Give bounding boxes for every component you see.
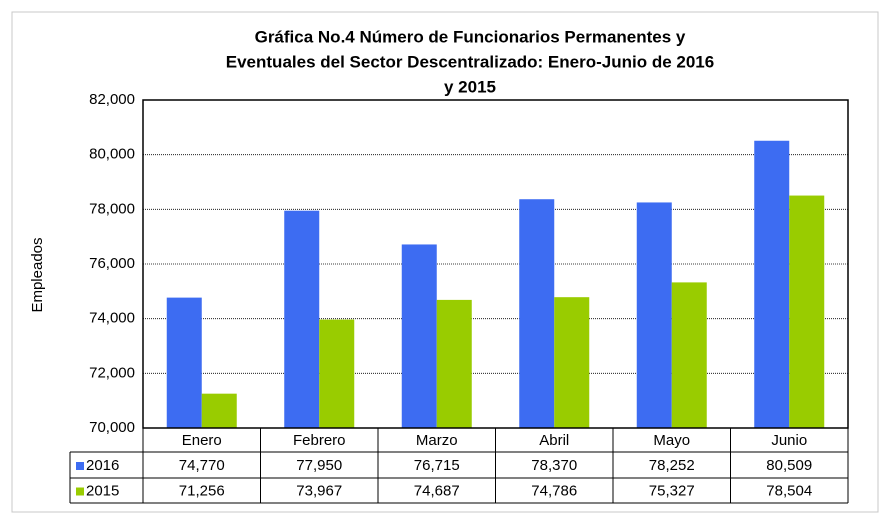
data-label: 76,715 bbox=[414, 457, 460, 474]
bar bbox=[789, 195, 825, 428]
data-label: 78,504 bbox=[766, 482, 812, 499]
x-tick-label: Febrero bbox=[293, 432, 346, 449]
data-label: 78,252 bbox=[649, 457, 695, 474]
y-tick-label: 78,000 bbox=[89, 200, 135, 217]
y-tick-label: 74,000 bbox=[89, 310, 135, 327]
bar bbox=[284, 210, 320, 428]
x-tick-label: Abril bbox=[539, 432, 569, 449]
data-label: 74,770 bbox=[179, 457, 225, 474]
y-tick-label: 80,000 bbox=[89, 146, 135, 163]
x-tick-label: Junio bbox=[771, 432, 807, 449]
x-tick-label: Enero bbox=[182, 432, 222, 449]
y-axis-label: Empleados bbox=[29, 237, 46, 312]
bar bbox=[554, 297, 590, 428]
data-label: 74,687 bbox=[414, 482, 460, 499]
y-tick-label: 82,000 bbox=[89, 91, 135, 108]
legend-label: 2016 bbox=[86, 457, 119, 474]
bar bbox=[401, 244, 437, 428]
y-tick-label: 70,000 bbox=[89, 419, 135, 436]
chart-frame bbox=[11, 11, 879, 513]
data-label: 71,256 bbox=[179, 482, 225, 499]
x-tick-label: Marzo bbox=[416, 432, 458, 449]
legend-label: 2015 bbox=[86, 482, 119, 499]
bar bbox=[519, 199, 555, 428]
data-label: 80,509 bbox=[766, 457, 812, 474]
bar bbox=[436, 299, 472, 428]
bar bbox=[636, 202, 672, 428]
data-label: 74,786 bbox=[531, 482, 577, 499]
data-label: 77,950 bbox=[296, 457, 342, 474]
bar bbox=[671, 282, 707, 428]
bar bbox=[201, 393, 237, 428]
bar bbox=[754, 140, 790, 428]
y-tick-label: 76,000 bbox=[89, 255, 135, 272]
x-tick-label: Mayo bbox=[653, 432, 690, 449]
data-label: 75,327 bbox=[649, 482, 695, 499]
y-tick-label: 72,000 bbox=[89, 364, 135, 381]
legend-swatch bbox=[76, 487, 84, 496]
data-label: 78,370 bbox=[531, 457, 577, 474]
data-label: 73,967 bbox=[296, 482, 342, 499]
bar bbox=[319, 319, 355, 428]
chart-title: Gráfica No.4 Número de Funcionarios Perm… bbox=[255, 27, 686, 46]
legend-swatch bbox=[76, 462, 84, 470]
chart-title: y 2015 bbox=[444, 77, 496, 96]
bar bbox=[166, 297, 202, 428]
chart-title: Eventuales del Sector Descentralizado: E… bbox=[226, 52, 714, 71]
